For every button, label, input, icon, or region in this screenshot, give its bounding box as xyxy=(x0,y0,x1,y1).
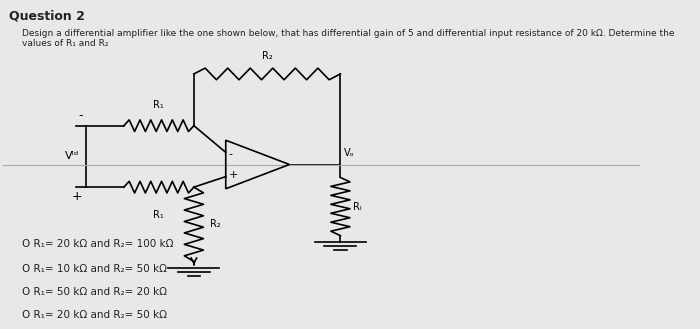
Text: Design a differential amplifier like the one shown below, that has differential : Design a differential amplifier like the… xyxy=(22,29,674,48)
Text: R₂: R₂ xyxy=(210,219,220,229)
Text: R₁: R₁ xyxy=(153,99,164,110)
Text: R₂: R₂ xyxy=(262,51,272,61)
Text: -: - xyxy=(229,149,233,159)
Text: +: + xyxy=(229,170,238,180)
Text: O R₁= 10 kΩ and R₂= 50 kΩ: O R₁= 10 kΩ and R₂= 50 kΩ xyxy=(22,265,167,274)
Text: -: - xyxy=(78,110,83,122)
Text: O R₁= 20 kΩ and R₂= 100 kΩ: O R₁= 20 kΩ and R₂= 100 kΩ xyxy=(22,239,174,249)
Text: Vₒ: Vₒ xyxy=(344,148,354,158)
Text: R₁: R₁ xyxy=(153,210,164,220)
Text: +: + xyxy=(72,190,83,203)
Text: Question 2: Question 2 xyxy=(9,9,85,22)
Text: Vᴵᵈ: Vᴵᵈ xyxy=(65,151,79,162)
Text: Rₗ: Rₗ xyxy=(354,202,362,212)
Text: O R₁= 20 kΩ and R₂= 50 kΩ: O R₁= 20 kΩ and R₂= 50 kΩ xyxy=(22,310,167,320)
Text: O R₁= 50 kΩ and R₂= 20 kΩ: O R₁= 50 kΩ and R₂= 20 kΩ xyxy=(22,287,167,297)
